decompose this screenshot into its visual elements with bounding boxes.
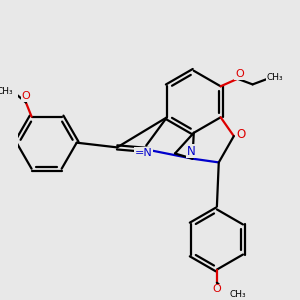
Text: CH₃: CH₃ [229, 290, 246, 298]
Text: O: O [237, 128, 246, 141]
Text: CH₃: CH₃ [267, 73, 284, 82]
Text: O: O [235, 69, 244, 79]
Text: O: O [212, 284, 221, 294]
Text: O: O [22, 91, 30, 101]
Text: N: N [187, 145, 196, 158]
Text: =N: =N [135, 148, 152, 158]
Text: CH₃: CH₃ [0, 87, 14, 96]
